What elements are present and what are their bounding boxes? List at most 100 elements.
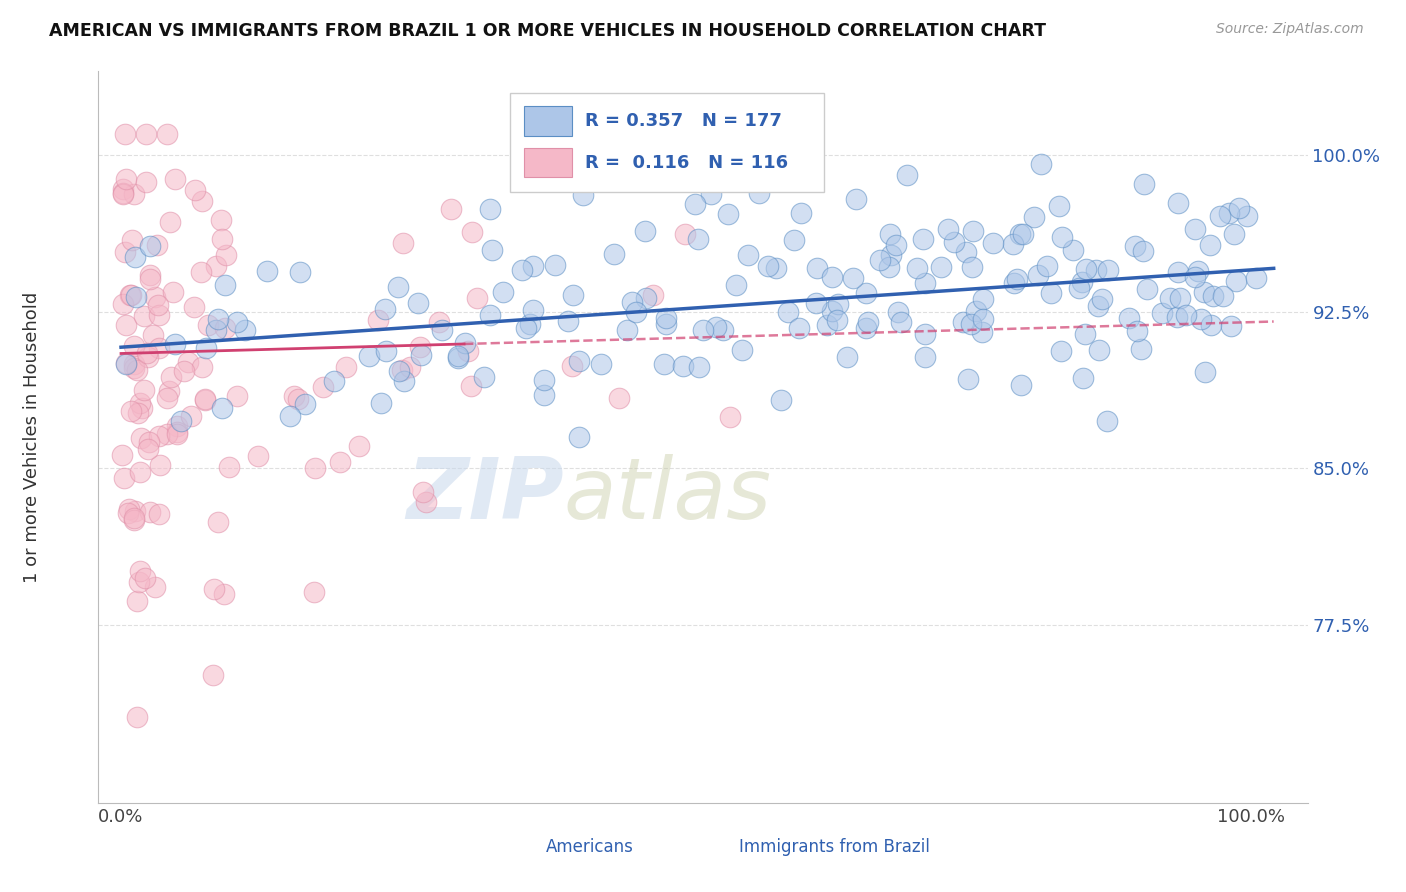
Point — [655, 317, 678, 331]
Point — [387, 280, 409, 294]
Bar — [524, 148, 572, 178]
Point — [246, 450, 269, 464]
Point — [218, 459, 240, 474]
Point — [399, 360, 422, 375]
Point — [1244, 270, 1267, 285]
Point — [225, 315, 247, 329]
Point — [787, 321, 810, 335]
Point — [225, 389, 247, 403]
Point — [209, 212, 232, 227]
Point — [855, 286, 877, 301]
Point — [111, 448, 134, 462]
Point — [522, 260, 544, 274]
Point — [120, 288, 142, 302]
Point — [1012, 227, 1035, 242]
Point — [124, 504, 146, 518]
Point — [122, 513, 145, 527]
Point — [869, 252, 891, 267]
Point — [1002, 276, 1025, 290]
Point — [905, 261, 928, 276]
Point — [138, 435, 160, 450]
Point — [1087, 299, 1109, 313]
Point — [412, 485, 434, 500]
Point — [827, 297, 849, 311]
Point — [1095, 414, 1118, 428]
Point — [173, 364, 195, 378]
Point — [1132, 244, 1154, 259]
Point — [672, 359, 695, 374]
Point — [692, 322, 714, 336]
Point — [283, 389, 305, 403]
Point — [914, 350, 936, 364]
Point — [374, 343, 396, 358]
Point — [129, 431, 152, 445]
Point — [139, 268, 162, 283]
Point — [842, 270, 865, 285]
Point — [778, 305, 800, 319]
Point — [201, 668, 224, 682]
Point — [207, 516, 229, 530]
Point — [136, 442, 159, 456]
Point — [388, 364, 411, 378]
Point — [127, 594, 149, 608]
Point — [1136, 282, 1159, 296]
Point — [207, 311, 229, 326]
Point — [127, 406, 149, 420]
Point — [111, 186, 134, 200]
Point — [688, 360, 710, 375]
Point — [655, 310, 678, 325]
Point — [1123, 239, 1146, 253]
Point — [815, 318, 838, 332]
Point — [704, 319, 727, 334]
Point — [1036, 259, 1059, 273]
Point — [955, 245, 977, 260]
Point — [1189, 311, 1212, 326]
Point — [111, 182, 134, 196]
Point — [966, 303, 988, 318]
Point — [481, 244, 503, 258]
Point — [603, 247, 626, 261]
Point — [960, 260, 983, 274]
Bar — [485, 832, 534, 862]
Point — [115, 356, 138, 370]
Point — [374, 302, 396, 317]
Point — [194, 342, 217, 356]
Point — [1050, 230, 1073, 244]
Point — [204, 323, 226, 337]
Point — [1192, 285, 1215, 300]
Point — [683, 197, 706, 211]
Point — [1167, 196, 1189, 211]
Text: 1 or more Vehicles in Household: 1 or more Vehicles in Household — [22, 292, 41, 582]
Point — [643, 287, 665, 301]
Point — [1209, 210, 1232, 224]
Point — [121, 233, 143, 247]
Point — [136, 351, 159, 365]
Point — [1029, 157, 1052, 171]
Point — [214, 277, 236, 292]
Point — [1090, 292, 1112, 306]
Point — [616, 322, 638, 336]
Point — [323, 374, 346, 388]
Text: atlas: atlas — [564, 454, 772, 537]
Point — [440, 202, 463, 216]
Point — [1073, 371, 1095, 385]
Point — [957, 371, 980, 385]
Point — [519, 317, 541, 331]
Point — [159, 215, 181, 229]
Point — [1010, 377, 1032, 392]
Point — [804, 295, 827, 310]
Point — [544, 258, 567, 272]
Point — [215, 248, 238, 262]
Point — [367, 313, 389, 327]
Point — [129, 564, 152, 578]
Point — [877, 260, 900, 274]
Point — [233, 323, 256, 337]
Point — [1130, 342, 1153, 356]
Point — [194, 392, 217, 407]
Point — [446, 349, 468, 363]
Point — [1199, 318, 1222, 332]
Point — [845, 192, 868, 206]
Point — [515, 321, 537, 335]
Point — [214, 321, 236, 335]
Point — [125, 290, 148, 304]
